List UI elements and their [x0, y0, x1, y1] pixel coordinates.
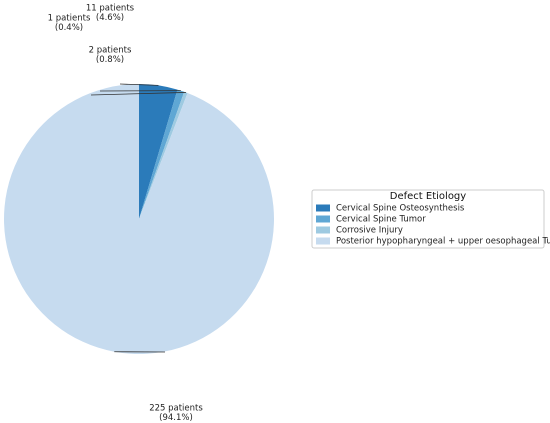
pie-slice-cervical-spine-tumor: [139, 89, 185, 220]
legend-swatch: [316, 226, 330, 234]
leader-line: [119, 83, 159, 86]
legend-swatch: [316, 215, 330, 223]
legend: Defect Etiology Cervical Spine Osteosynt…: [311, 189, 550, 249]
legend-label: Corrosive Injury: [336, 226, 403, 236]
slice-label: 2 patients: [89, 46, 132, 56]
slice-label: 1 patients: [48, 14, 91, 24]
slice-labels: 11 patients(4.6%) 2 patients(0.8%) 1 patie…: [48, 4, 204, 423]
legend-title: Defect Etiology: [390, 191, 467, 202]
slice-label: (0.4%): [55, 23, 83, 33]
pie-slice-corrosive-injury: [139, 91, 188, 219]
legend-frame: [311, 189, 545, 249]
pie-slice-cervical-spine-osteosynthesis: [139, 84, 178, 219]
legend-swatch: [316, 204, 330, 212]
legend-label: Cervical Spine Tumor: [336, 215, 426, 225]
legend-label: Posterior hypopharyngeal + upper oesopha…: [336, 237, 550, 247]
slice-label: 11 patients: [86, 4, 135, 14]
pie-slice-posterior-hypopharyngeal-upper-oesophageal-tumor: [3, 84, 274, 354]
label-leader-lines: [90, 83, 186, 353]
legend-label: Cervical Spine Osteosynthesis: [336, 204, 465, 214]
slice-label: (94.1%): [159, 413, 193, 423]
slice-label: (4.6%): [96, 13, 124, 23]
pie-slices: [3, 84, 274, 354]
slice-label: 225 patients: [149, 404, 203, 414]
legend-swatch: [316, 237, 330, 245]
leader-line: [90, 92, 186, 96]
slice-label: (0.8%): [96, 55, 124, 65]
